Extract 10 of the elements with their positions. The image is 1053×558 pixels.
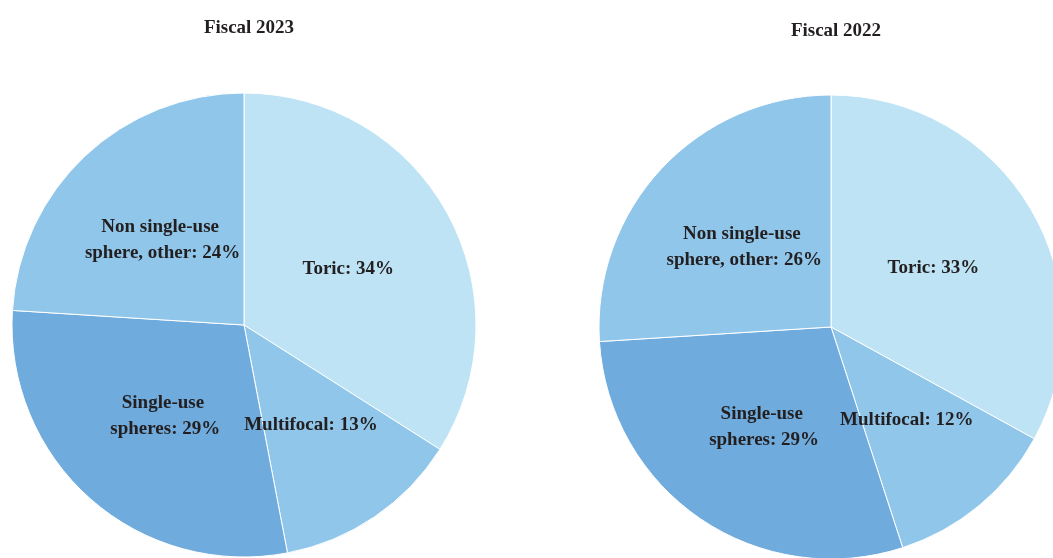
chart-title: Fiscal 2022 <box>790 19 882 40</box>
slice-label: Toric: 34% <box>302 257 395 279</box>
slice-label: Non single-use sphere, other: 26% <box>666 222 822 270</box>
slice-label: Single-use spheres: 29% <box>709 401 820 449</box>
slice-label: Multifocal: 13% <box>244 412 378 434</box>
slice-label: Toric: 33% <box>887 255 980 277</box>
slice-label: Non single-use sphere, other: 24% <box>84 214 241 262</box>
slice-label: Multifocal: 12% <box>840 408 974 430</box>
chart-title: Fiscal 2023 <box>203 16 295 37</box>
slice-label: Single-use spheres: 29% <box>110 390 221 438</box>
